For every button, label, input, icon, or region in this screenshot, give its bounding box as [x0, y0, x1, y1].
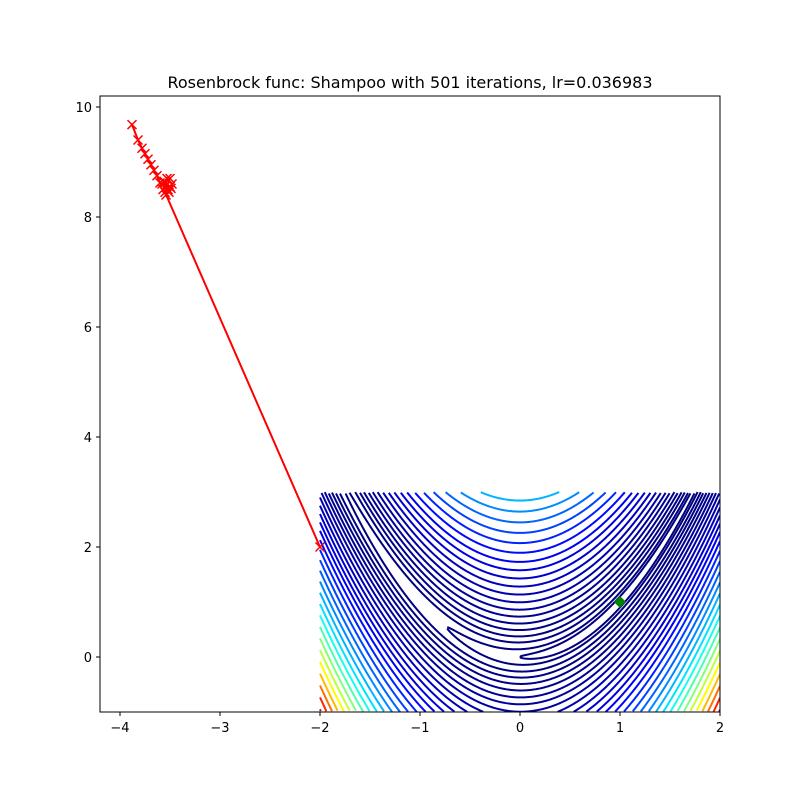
contour-level-19-lower — [319, 592, 720, 712]
trajectory-point-0 — [314, 541, 326, 553]
y-axis-ticks: 0 2 4 6 8 10 — [75, 101, 100, 666]
contour-level-22-lower — [319, 626, 720, 712]
contour-level-14-lower — [319, 539, 720, 712]
contour-level-23-lower — [319, 637, 720, 712]
contour-level-13-upper — [406, 491, 633, 563]
trajectory-point-20 — [136, 143, 148, 154]
contour-level-10-lower — [319, 505, 720, 712]
contour-level-9-lower — [319, 497, 720, 712]
contour-level-25-lower — [319, 661, 720, 712]
x-tick-label-2: −2 — [310, 721, 329, 736]
x-tick-label-3: −1 — [410, 721, 429, 736]
x-axis-ticks: −4 −3 −2 −1 0 1 2 — [110, 712, 724, 736]
trajectory-point-17 — [145, 159, 157, 170]
contour-level-6-lower — [327, 492, 714, 699]
x-tick-label-4: 0 — [516, 721, 524, 736]
contour-level-24-lower — [319, 649, 720, 712]
contour-level-17-upper — [444, 491, 595, 524]
trajectory-point-14 — [154, 177, 166, 188]
contour-level-6-upper — [367, 492, 671, 618]
contour-level-12-lower — [319, 521, 720, 712]
contour-level-27-lower — [319, 685, 720, 712]
contour-level-19-upper — [480, 491, 560, 502]
trajectory-point-13 — [165, 183, 177, 194]
trajectory-point-22 — [126, 119, 138, 130]
contour-level-1-upper — [446, 492, 689, 651]
contour-level-15-lower — [319, 549, 720, 712]
contour-level-9-upper — [382, 492, 657, 596]
contour-level-17-lower — [319, 570, 720, 712]
contour-level-7-lower — [323, 491, 717, 706]
optimum-marker-group — [614, 596, 626, 608]
trajectory-line — [131, 124, 321, 548]
contour-level-13-lower — [319, 530, 720, 712]
contour-level-11-upper — [393, 491, 646, 580]
x-tick-label-1: −3 — [210, 721, 229, 736]
x-tick-label-5: 1 — [616, 721, 624, 736]
optimizer-trajectory — [126, 119, 326, 553]
contour-level-4-upper — [359, 492, 679, 632]
contour-level-26-lower — [319, 673, 720, 712]
contour-level-4-lower — [335, 492, 708, 685]
y-tick-label-5: 10 — [75, 101, 92, 116]
contour-level-14-upper — [414, 491, 626, 554]
contour-level-8-upper — [376, 491, 662, 604]
contour-level-11-lower — [319, 513, 720, 712]
y-tick-label-2: 4 — [84, 431, 92, 446]
trajectory-point-16 — [148, 165, 160, 176]
contour-level-2-upper — [348, 491, 686, 644]
trajectory-point-10 — [157, 184, 169, 195]
trajectory-point-15 — [151, 170, 163, 181]
trajectory-point-21 — [132, 134, 144, 146]
contour-level-3-lower — [339, 492, 705, 679]
contour-level-0-lower — [519, 492, 696, 660]
contour-level-18-lower — [319, 581, 720, 712]
contour-level-12-upper — [400, 492, 640, 572]
contour-level-1-lower — [446, 491, 699, 666]
contour-level-16-upper — [432, 491, 607, 534]
contour-lines — [319, 491, 720, 712]
plot-frame — [99, 95, 721, 713]
contour-level-21-lower — [319, 614, 720, 712]
y-tick-label-4: 8 — [84, 211, 92, 226]
contour-level-2-lower — [344, 491, 702, 673]
y-tick-label-1: 2 — [84, 541, 92, 556]
trajectory-point-18 — [142, 154, 154, 165]
contour-level-16-lower — [319, 559, 720, 712]
contour-level-0-upper — [519, 492, 692, 658]
contour-level-3-upper — [354, 491, 683, 638]
x-tick-label-6: 2 — [716, 721, 724, 736]
contour-level-28-lower — [319, 696, 720, 712]
contour-level-5-lower — [331, 492, 711, 692]
contour-level-10-upper — [387, 492, 652, 588]
optimum-marker — [614, 596, 626, 608]
chart-title: Rosenbrock func: Shampoo with 501 iterat… — [167, 73, 652, 92]
contour-level-5-upper — [363, 491, 676, 625]
contour-level-15-upper — [423, 491, 617, 545]
contour-level-18-upper — [460, 491, 580, 513]
trajectory-point-19 — [139, 148, 151, 159]
x-tick-label-0: −4 — [110, 721, 129, 736]
y-tick-label-3: 6 — [84, 321, 92, 336]
y-tick-label-0: 0 — [84, 651, 92, 666]
contour-level-7-upper — [371, 491, 667, 611]
contour-level-20-lower — [319, 603, 720, 712]
